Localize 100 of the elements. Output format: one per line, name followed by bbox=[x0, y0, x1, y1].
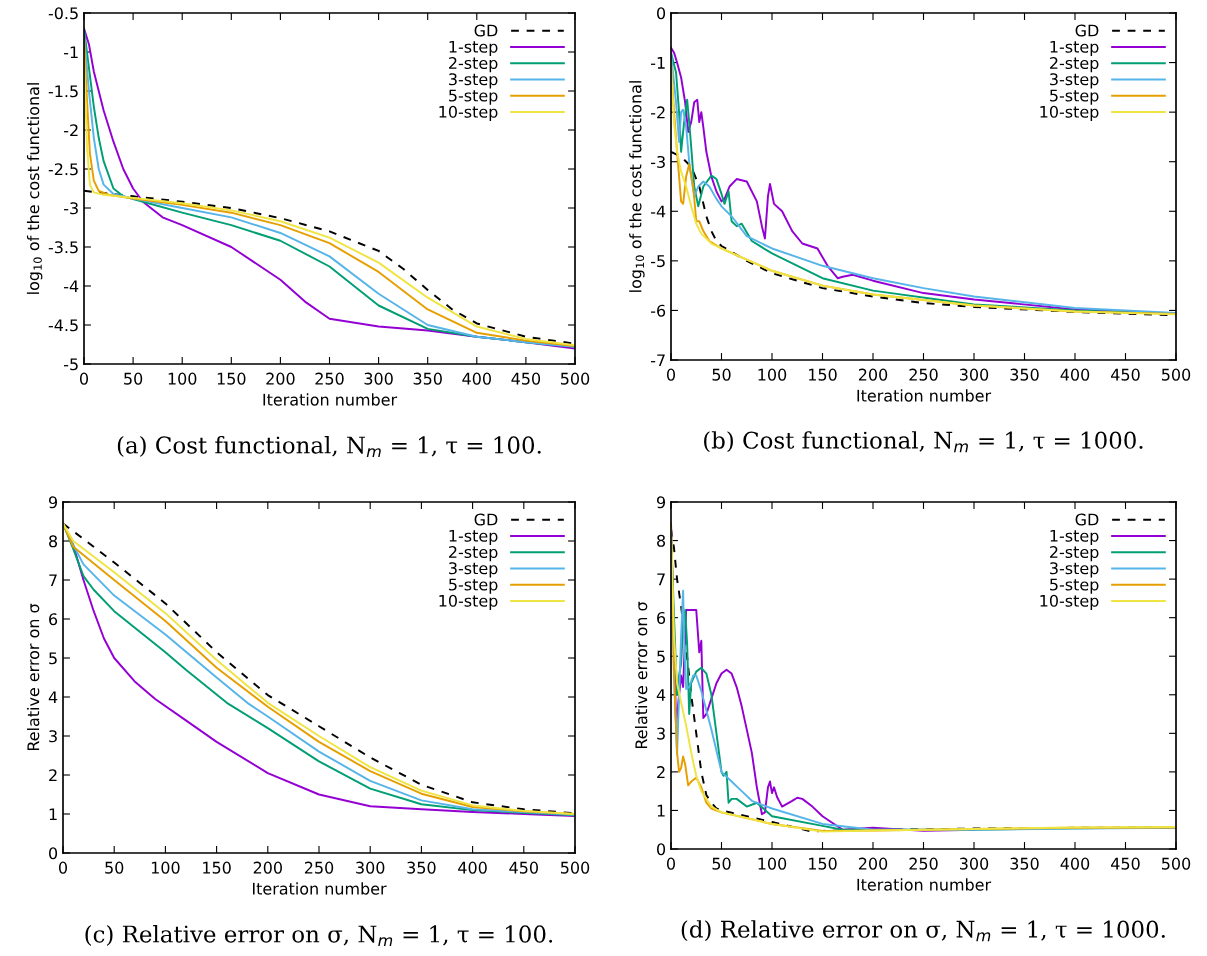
legend-label: 10-step bbox=[439, 594, 498, 610]
y-tick-label: 0 bbox=[657, 7, 666, 20]
y-tick-label: 1 bbox=[49, 808, 57, 821]
y-tick-label: -5 bbox=[64, 358, 78, 371]
y-axis-title: Relative error on σ bbox=[634, 601, 648, 749]
legend-label: 10-step bbox=[439, 105, 498, 121]
legend-label: 2-step bbox=[1050, 56, 1099, 73]
x-tick-label: 400 bbox=[1060, 368, 1090, 381]
x-axis-title: Iteration number bbox=[263, 393, 398, 406]
x-tick-label: 400 bbox=[462, 372, 491, 385]
x-tick-label: 250 bbox=[909, 857, 938, 870]
x-tick-label: 0 bbox=[666, 857, 676, 870]
x-tick-label: 500 bbox=[560, 372, 590, 385]
y-tick-label: -2 bbox=[651, 106, 665, 119]
x-tick-label: 100 bbox=[151, 861, 180, 874]
x-tick-label: 100 bbox=[758, 368, 787, 381]
x-tick-label: 50 bbox=[712, 368, 731, 381]
x-tick-label: 300 bbox=[364, 372, 393, 385]
x-tick-label: 500 bbox=[1161, 368, 1191, 381]
y-tick-label: 4 bbox=[656, 689, 666, 701]
legend-label: 3-step bbox=[449, 562, 498, 578]
text: (a) Cost functional, N$_{m}$ = 1, τ = 100. bbox=[117, 435, 541, 458]
legend-label: 10-step bbox=[1040, 594, 1099, 610]
legend-label: 3-step bbox=[1050, 562, 1099, 578]
y-tick-label: -7 bbox=[651, 354, 665, 367]
x-tick-label: 250 bbox=[304, 861, 334, 874]
y-tick-label: -3.5 bbox=[48, 241, 78, 254]
y-tick-label: 4 bbox=[48, 691, 58, 704]
x-axis-title: Iteration number bbox=[857, 389, 992, 402]
x-tick-label: 500 bbox=[1161, 857, 1191, 870]
legend-label: 1-step bbox=[1050, 529, 1099, 545]
legend-label: 10-step bbox=[1040, 105, 1099, 121]
x-tick-label: 0 bbox=[79, 372, 89, 385]
legend-label: GD bbox=[1075, 24, 1099, 37]
legend-label: GD bbox=[1075, 513, 1099, 526]
x-axis-title: Iteration number bbox=[857, 878, 992, 891]
legend-label: 1-step bbox=[449, 529, 498, 545]
legend-label: 1-step bbox=[449, 40, 498, 56]
y-tick-label: 9 bbox=[48, 496, 58, 509]
x-tick-label: 200 bbox=[253, 861, 282, 874]
x-tick-label: 50 bbox=[712, 857, 731, 870]
y-tick-label: 5 bbox=[49, 652, 57, 665]
x-tick-label: 200 bbox=[858, 857, 888, 870]
x-tick-label: 200 bbox=[266, 372, 295, 385]
y-tick-label: -4.5 bbox=[48, 319, 78, 332]
legend-label: 5-step bbox=[449, 89, 498, 105]
y-axis-title: log$_{10}$ of the cost functional bbox=[26, 83, 43, 294]
x-tick-label: 50 bbox=[105, 861, 124, 874]
x-tick-label: 450 bbox=[509, 861, 538, 874]
x-tick-label: 400 bbox=[458, 861, 487, 874]
y-tick-label: -5 bbox=[651, 255, 665, 268]
legend-label: GD bbox=[474, 24, 498, 37]
y-tick-label: 8 bbox=[657, 534, 666, 547]
y-tick-label: 3 bbox=[657, 727, 665, 740]
y-tick-label: 7 bbox=[657, 573, 665, 586]
x-tick-label: 300 bbox=[959, 368, 989, 381]
x-tick-label: 500 bbox=[560, 861, 590, 874]
y-tick-label: -4 bbox=[64, 280, 79, 293]
y-tick-label: 0 bbox=[657, 843, 666, 856]
legend-label: 5-step bbox=[1050, 578, 1099, 594]
y-tick-label: 8 bbox=[49, 535, 58, 548]
y-tick-label: 2 bbox=[49, 769, 57, 782]
x-tick-label: 150 bbox=[809, 368, 837, 381]
x-axis-title: Iteration number bbox=[252, 882, 387, 895]
y-tick-label: 6 bbox=[49, 613, 58, 626]
legend-label: 5-step bbox=[449, 578, 498, 594]
y-tick-label: -1 bbox=[64, 46, 78, 59]
x-tick-label: 250 bbox=[909, 368, 938, 381]
x-tick-label: 350 bbox=[407, 861, 436, 874]
y-tick-label: -2 bbox=[64, 124, 78, 137]
x-tick-label: 350 bbox=[413, 372, 442, 385]
y-tick-label: -2.5 bbox=[48, 163, 78, 176]
legend-label: 1-step bbox=[1050, 40, 1099, 56]
y-tick-label: 0 bbox=[49, 847, 58, 860]
x-tick-label: 250 bbox=[315, 372, 344, 385]
legend-label: 3-step bbox=[1050, 73, 1099, 89]
x-tick-label: 50 bbox=[124, 372, 143, 385]
legend-label: 2-step bbox=[449, 56, 498, 73]
legend-label: 3-step bbox=[449, 73, 498, 89]
x-tick-label: 150 bbox=[217, 372, 246, 385]
y-tick-label: 5 bbox=[657, 650, 665, 663]
y-tick-label: 2 bbox=[657, 766, 665, 778]
y-tick-label: -1.5 bbox=[48, 85, 78, 98]
legend-label: 5-step bbox=[1050, 89, 1099, 105]
y-tick-label: 7 bbox=[49, 574, 57, 587]
x-tick-label: 450 bbox=[1111, 857, 1140, 870]
x-tick-label: 450 bbox=[511, 372, 541, 385]
y-tick-label: -3 bbox=[651, 155, 665, 169]
x-tick-label: 100 bbox=[168, 372, 197, 385]
y-tick-label: -6 bbox=[651, 304, 666, 317]
legend-label: 2-step bbox=[1050, 545, 1099, 562]
x-tick-label: 400 bbox=[1060, 857, 1090, 870]
y-tick-label: -4 bbox=[651, 205, 666, 218]
y-tick-label: 6 bbox=[657, 611, 666, 624]
x-tick-label: 450 bbox=[1111, 368, 1140, 381]
x-tick-label: 300 bbox=[356, 861, 385, 874]
y-tick-label: -0.5 bbox=[48, 7, 78, 20]
y-axis-title: Relative error on σ bbox=[26, 603, 40, 751]
x-tick-label: 350 bbox=[1010, 857, 1039, 870]
text: (c) Relative error on σ, N$_{m}$ = 1, τ = 100. bbox=[85, 924, 553, 947]
